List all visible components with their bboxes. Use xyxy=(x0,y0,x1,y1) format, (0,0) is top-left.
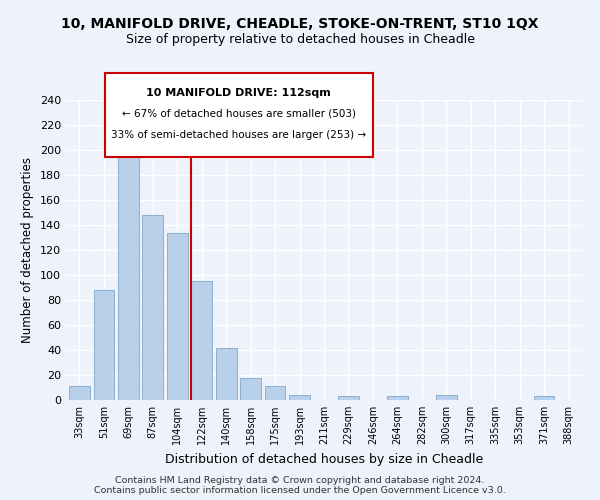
Y-axis label: Number of detached properties: Number of detached properties xyxy=(22,157,34,343)
Text: ← 67% of detached houses are smaller (503): ← 67% of detached houses are smaller (50… xyxy=(122,109,356,119)
Text: Contains public sector information licensed under the Open Government Licence v3: Contains public sector information licen… xyxy=(94,486,506,495)
Text: Size of property relative to detached houses in Cheadle: Size of property relative to detached ho… xyxy=(125,32,475,46)
Bar xyxy=(387,396,408,400)
FancyBboxPatch shape xyxy=(105,73,373,157)
X-axis label: Distribution of detached houses by size in Cheadle: Distribution of detached houses by size … xyxy=(165,452,483,466)
Bar xyxy=(167,232,188,400)
Text: 10 MANIFOLD DRIVE: 112sqm: 10 MANIFOLD DRIVE: 112sqm xyxy=(146,88,331,98)
Bar xyxy=(216,348,236,400)
Bar xyxy=(142,215,163,400)
Bar xyxy=(534,396,554,400)
Bar xyxy=(240,378,261,400)
Bar xyxy=(436,395,457,400)
Bar xyxy=(118,156,139,400)
Bar xyxy=(94,290,114,400)
Text: Contains HM Land Registry data © Crown copyright and database right 2024.: Contains HM Land Registry data © Crown c… xyxy=(115,476,485,485)
Bar xyxy=(69,386,90,400)
Text: 10, MANIFOLD DRIVE, CHEADLE, STOKE-ON-TRENT, ST10 1QX: 10, MANIFOLD DRIVE, CHEADLE, STOKE-ON-TR… xyxy=(61,18,539,32)
Bar xyxy=(338,396,359,400)
Text: 33% of semi-detached houses are larger (253) →: 33% of semi-detached houses are larger (… xyxy=(111,130,367,140)
Bar xyxy=(191,281,212,400)
Bar xyxy=(265,386,286,400)
Bar xyxy=(289,395,310,400)
